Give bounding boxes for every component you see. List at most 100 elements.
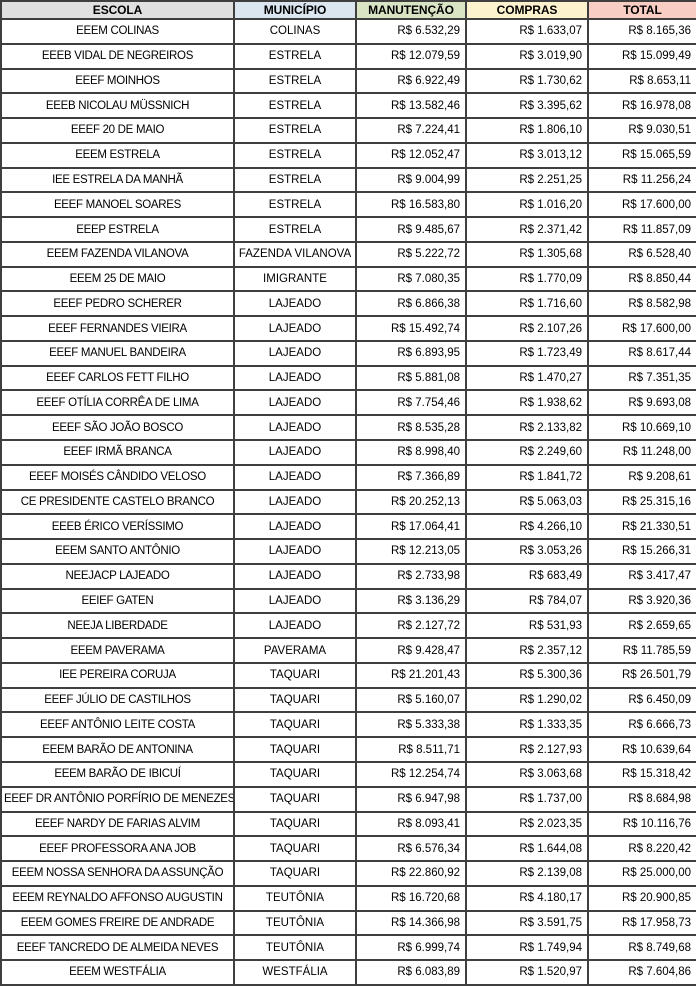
maintenance-cell: R$ 15.492,74 [355, 315, 467, 342]
municipality-cell: FAZENDA VILANOVA [233, 240, 357, 268]
school-cell: EEEM ESTRELA [0, 141, 235, 169]
total-cell: R$ 16.978,08 [587, 92, 696, 120]
maintenance-cell: R$ 6.576,34 [355, 835, 467, 863]
school-cell: EEIEF GATEN [0, 587, 235, 615]
total-cell: R$ 15.065,59 [587, 141, 696, 169]
total-cell: R$ 17.600,00 [587, 191, 696, 219]
total-cell: R$ 7.351,35 [587, 364, 696, 392]
column-header-municipio: MUNICÍPIO [233, 0, 357, 20]
header-row: ESCOLA MUNICÍPIO MANUTENÇÃO COMPRAS TOTA… [0, 0, 696, 20]
maintenance-cell: R$ 22.860,92 [355, 860, 467, 887]
municipality-cell: LAJEADO [233, 364, 357, 392]
table-row: NEEJA LIBERDADE LAJEADO R$ 2.127,72 R$ 531,… [0, 612, 696, 640]
total-cell: R$ 11.248,00 [587, 439, 696, 466]
table-row: IEE PEREIRA CORUJA TAQUARI R$ 21.201,43 R$ … [0, 661, 696, 689]
maintenance-cell: R$ 8.093,41 [355, 810, 467, 838]
purchases-cell: R$ 3.013,12 [465, 141, 589, 169]
municipality-cell: LAJEADO [233, 612, 357, 640]
municipality-cell: TEUTÔNIA [233, 884, 357, 912]
school-cell: EEEB ÉRICO VERÍSSIMO [0, 513, 235, 541]
municipality-cell: LAJEADO [233, 463, 357, 491]
school-cell: EEEF MANOEL SOARES [0, 191, 235, 219]
total-cell: R$ 9.208,61 [587, 463, 696, 491]
total-cell: R$ 17.958,73 [587, 909, 696, 937]
maintenance-cell: R$ 8.535,28 [355, 414, 467, 442]
total-cell: R$ 3.920,36 [587, 587, 696, 615]
maintenance-cell: R$ 3.136,29 [355, 587, 467, 615]
school-cell: NEEJACP LAJEADO [0, 562, 235, 590]
purchases-cell: R$ 1.016,20 [465, 191, 589, 219]
maintenance-cell: R$ 9.485,67 [355, 216, 467, 243]
maintenance-cell: R$ 5.222,72 [355, 240, 467, 268]
municipality-cell: LAJEADO [233, 562, 357, 590]
maintenance-cell: R$ 7.754,46 [355, 389, 467, 417]
total-cell: R$ 7.604,86 [587, 959, 696, 986]
municipality-cell: ESTRELA [233, 117, 357, 144]
total-cell: R$ 15.266,31 [587, 538, 696, 565]
table-row: EEEM COLINAS COLINAS R$ 6.532,29 R$ 1.633,0… [0, 18, 696, 45]
municipality-cell: TAQUARI [233, 860, 357, 887]
total-cell: R$ 11.785,59 [587, 637, 696, 664]
school-cell: EEEF 20 DE MAIO [0, 117, 235, 144]
municipality-cell: ESTRELA [233, 67, 357, 95]
maintenance-cell: R$ 16.583,80 [355, 191, 467, 219]
purchases-cell: R$ 784,07 [465, 587, 589, 615]
table-row: EEEM GOMES FREIRE DE ANDRADE TEUTÔNIA R$ 1… [0, 909, 696, 937]
maintenance-cell: R$ 6.922,49 [355, 67, 467, 95]
school-cell: EEEF PROFESSORA ANA JOB [0, 835, 235, 863]
municipality-cell: ESTRELA [233, 42, 357, 70]
purchases-cell: R$ 2.139,08 [465, 860, 589, 887]
total-cell: R$ 8.617,44 [587, 339, 696, 367]
purchases-cell: R$ 3.063,68 [465, 760, 589, 788]
table-row: EEEF IRMÃ BRANCA LAJEADO R$ 8.998,40 R$ 2.2… [0, 439, 696, 466]
school-cell: EEEM PAVERAMA [0, 637, 235, 664]
municipality-cell: COLINAS [233, 18, 357, 45]
purchases-cell: R$ 1.644,08 [465, 835, 589, 863]
total-cell: R$ 6.666,73 [587, 711, 696, 739]
municipality-cell: IMIGRANTE [233, 265, 357, 293]
municipality-cell: TEUTÔNIA [233, 934, 357, 962]
purchases-cell: R$ 3.019,90 [465, 42, 589, 70]
purchases-cell: R$ 1.806,10 [465, 117, 589, 144]
school-cell: NEEJA LIBERDADE [0, 612, 235, 640]
school-cell: EEEM WESTFÁLIA [0, 959, 235, 986]
column-header-total: TOTAL [587, 0, 696, 20]
maintenance-cell: R$ 21.201,43 [355, 661, 467, 689]
maintenance-cell: R$ 9.004,99 [355, 166, 467, 194]
school-cell: EEEF FERNANDES VIEIRA [0, 315, 235, 342]
table-row: EEEM FAZENDA VILANOVA FAZENDA VILANOVA R$ … [0, 240, 696, 268]
maintenance-cell: R$ 17.064,41 [355, 513, 467, 541]
purchases-cell: R$ 4.180,17 [465, 884, 589, 912]
school-cell: EEEM GOMES FREIRE DE ANDRADE [0, 909, 235, 937]
total-cell: R$ 10.639,64 [587, 736, 696, 763]
purchases-cell: R$ 683,49 [465, 562, 589, 590]
municipality-cell: TAQUARI [233, 686, 357, 714]
maintenance-cell: R$ 5.160,07 [355, 686, 467, 714]
table-row: EEEF DR ANTÔNIO PORFÍRIO DE MENEZES TAQUA… [0, 785, 696, 813]
municipality-cell: TAQUARI [233, 736, 357, 763]
purchases-cell: R$ 1.333,35 [465, 711, 589, 739]
purchases-cell: R$ 1.470,27 [465, 364, 589, 392]
municipality-cell: LAJEADO [233, 538, 357, 565]
purchases-cell: R$ 2.107,26 [465, 315, 589, 342]
municipality-cell: TAQUARI [233, 760, 357, 788]
municipality-cell: ESTRELA [233, 216, 357, 243]
municipality-cell: LAJEADO [233, 488, 357, 516]
school-cell: EEEM 25 DE MAIO [0, 265, 235, 293]
total-cell: R$ 2.659,65 [587, 612, 696, 640]
municipality-cell: TAQUARI [233, 835, 357, 863]
purchases-cell: R$ 5.063,03 [465, 488, 589, 516]
table-row: EEEF MOISÉS CÂNDIDO VELOSO LAJEADO R$ 7.36… [0, 463, 696, 491]
school-cell: EEEM COLINAS [0, 18, 235, 45]
school-cell: EEEM REYNALDO AFFONSO AUGUSTIN [0, 884, 235, 912]
total-cell: R$ 11.256,24 [587, 166, 696, 194]
municipality-cell: TEUTÔNIA [233, 909, 357, 937]
total-cell: R$ 9.693,08 [587, 389, 696, 417]
purchases-cell: R$ 1.723,49 [465, 339, 589, 367]
maintenance-cell: R$ 6.532,29 [355, 18, 467, 45]
school-cell: EEEF MOISÉS CÂNDIDO VELOSO [0, 463, 235, 491]
municipality-cell: ESTRELA [233, 191, 357, 219]
maintenance-cell: R$ 2.733,98 [355, 562, 467, 590]
purchases-cell: R$ 3.395,62 [465, 92, 589, 120]
maintenance-cell: R$ 6.866,38 [355, 290, 467, 318]
